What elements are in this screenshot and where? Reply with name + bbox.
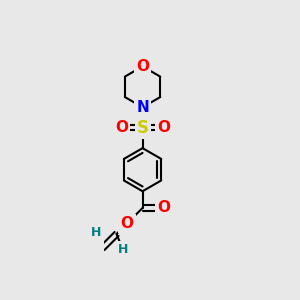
Text: O: O	[157, 120, 170, 135]
Text: S: S	[136, 119, 148, 137]
Text: H: H	[118, 243, 128, 256]
Text: O: O	[136, 59, 149, 74]
Text: O: O	[121, 216, 134, 231]
Text: O: O	[158, 200, 171, 215]
Text: H: H	[91, 226, 101, 239]
Text: O: O	[115, 120, 128, 135]
Text: N: N	[136, 100, 149, 115]
